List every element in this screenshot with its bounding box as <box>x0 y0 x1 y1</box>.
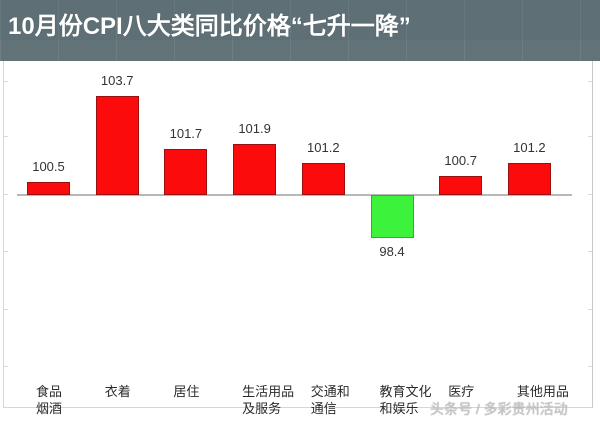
category-label-line: 其他用品 <box>516 384 569 399</box>
plot-area: 100.5 103.7 101.7 101.9 101.2 98.4 100.7 101.2 <box>3 61 593 408</box>
category-label-line: 烟酒 <box>36 401 63 416</box>
axis-tick <box>588 366 592 367</box>
category-label: 衣着 <box>105 383 131 417</box>
bar-5 <box>301 162 345 195</box>
category-label-line: 及服务 <box>242 401 282 416</box>
axis-tick <box>588 136 592 137</box>
bar-2 <box>95 95 139 195</box>
bar-4 <box>233 144 277 195</box>
category-label-line: 居住 <box>173 384 200 399</box>
category-label: 生活用品 及服务 <box>242 383 294 417</box>
category-label: 医疗 <box>448 383 474 417</box>
title-bar-lower <box>0 40 600 61</box>
value-label: 101.2 <box>307 139 340 155</box>
category-label: 居住 <box>173 383 199 417</box>
value-label: 101.9 <box>238 121 271 137</box>
baseline-axis <box>17 194 572 196</box>
axis-tick <box>4 251 8 252</box>
bar-1 <box>27 181 70 195</box>
title-bar: 10月份CPI八大类同比价格“七升一降” <box>0 0 600 40</box>
category-label: 食品 烟酒 <box>36 383 62 417</box>
axis-tick <box>4 309 8 310</box>
value-label: 100.5 <box>32 158 65 174</box>
category-label-line: 教育文化 <box>379 384 432 399</box>
category-label-line: 食品 <box>36 384 63 399</box>
bar-8 <box>507 162 551 195</box>
axis-tick <box>588 194 592 195</box>
value-label: 98.4 <box>379 243 405 259</box>
value-label: 101.7 <box>169 126 203 142</box>
axis-tick <box>4 366 8 367</box>
value-label: 103.7 <box>100 72 134 88</box>
axis-tick <box>588 251 592 252</box>
axis-tick <box>588 309 592 310</box>
bar-6 <box>370 195 414 238</box>
bar-7 <box>439 176 483 195</box>
axis-tick <box>4 136 8 137</box>
category-label: 交通和 通信 <box>311 383 350 417</box>
category-label-line: 医疗 <box>448 384 475 399</box>
category-label-line <box>105 400 131 417</box>
category-label-line: 衣着 <box>104 384 131 399</box>
category-label-line: 生活用品 <box>242 384 295 399</box>
value-label: 101.2 <box>513 139 546 155</box>
axis-tick <box>588 81 592 82</box>
category-label-line: 交通和 <box>310 384 350 399</box>
category-label-line <box>173 400 199 417</box>
category-label: 教育文化 和娱乐 <box>380 383 432 417</box>
category-label-line: 通信 <box>310 401 337 416</box>
category-label: 其他用品 <box>517 383 569 417</box>
axis-tick <box>4 81 8 82</box>
chart-title: 10月份CPI八大类同比价格“七升一降” <box>8 13 411 40</box>
watermark: 头条号 / 多彩贵州活动 <box>430 401 568 417</box>
bar-3 <box>164 149 208 195</box>
axis-tick <box>4 194 8 195</box>
value-label: 100.7 <box>444 153 477 169</box>
category-label-line: 和娱乐 <box>379 401 419 416</box>
